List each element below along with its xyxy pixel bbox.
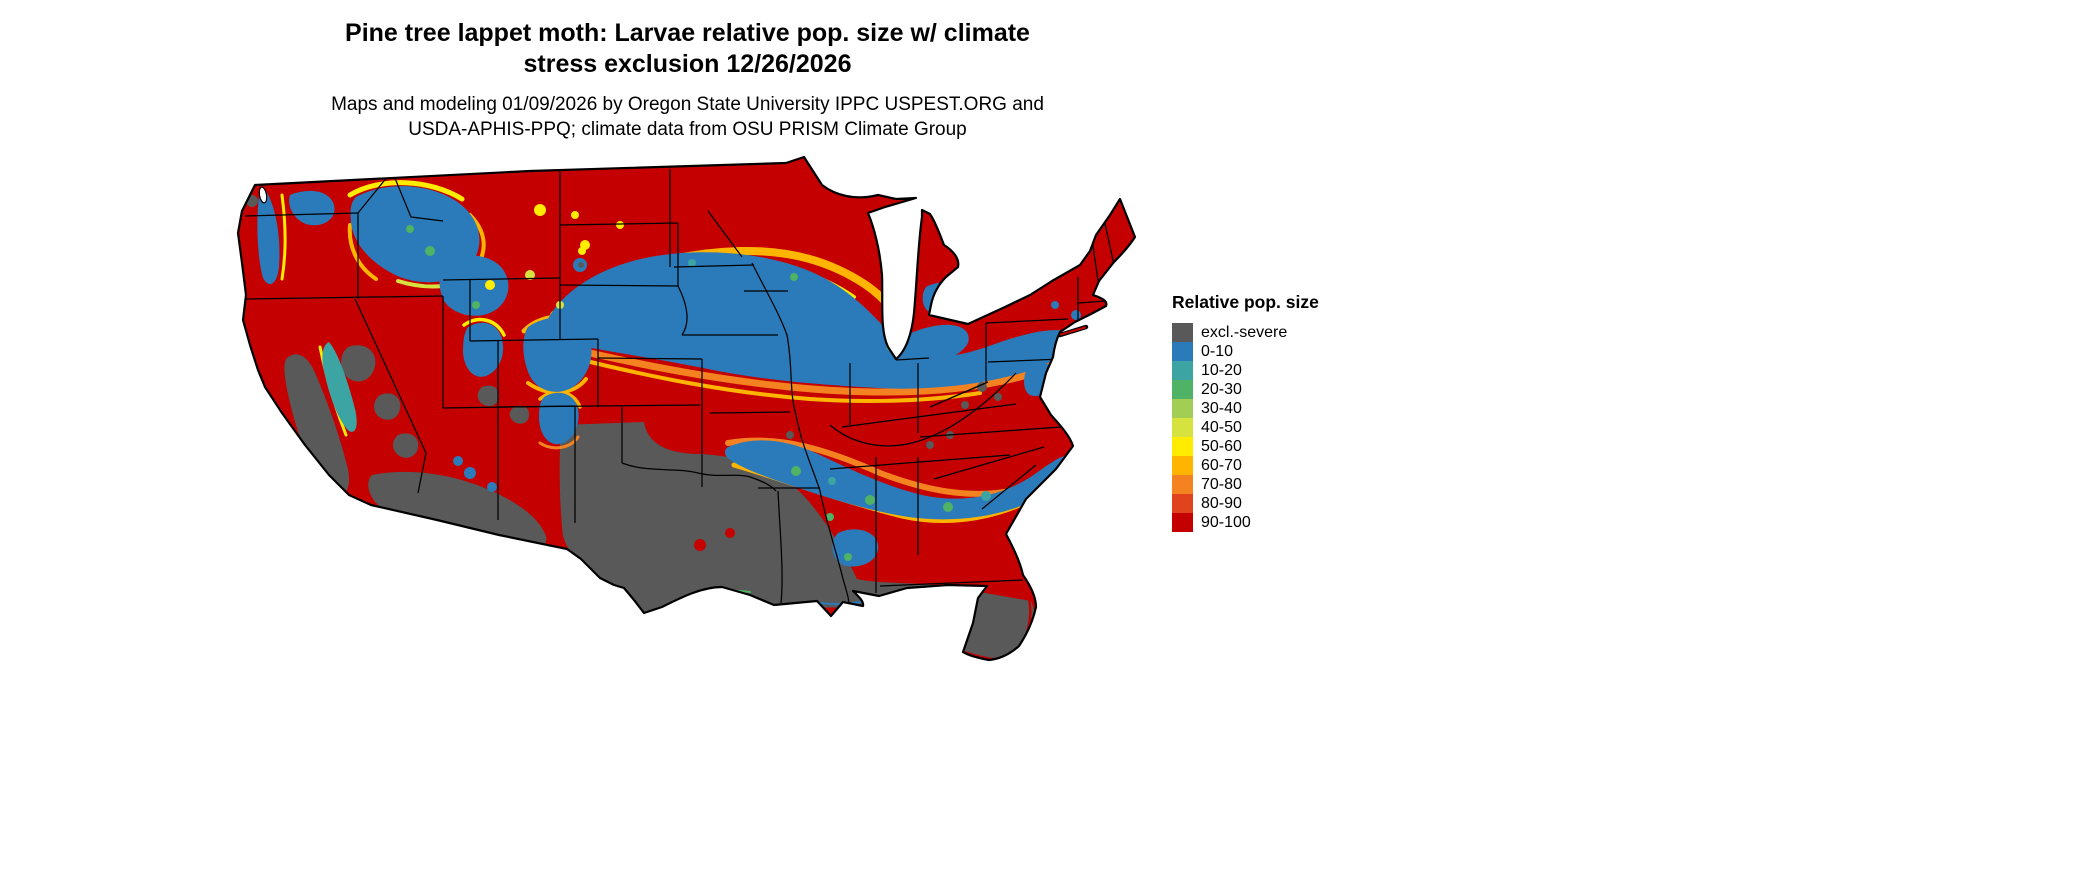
legend-item: 40-50 [1172, 418, 1319, 437]
legend-label: 10-20 [1201, 362, 1242, 379]
us-outline [236, 155, 1137, 662]
legend-label: 70-80 [1201, 476, 1242, 493]
subtitle-line-2: USDA-APHIS-PPQ; climate data from OSU PR… [408, 119, 967, 140]
page-title: Pine tree lappet moth: Larvae relative p… [250, 18, 1125, 80]
title-line-2: stress exclusion 12/26/2026 [523, 50, 852, 78]
legend-swatch [1172, 342, 1193, 361]
raster-regions [238, 157, 1135, 660]
legend-item: 0-10 [1172, 342, 1319, 361]
legend-item: 50-60 [1172, 437, 1319, 456]
legend-item: 10-20 [1172, 361, 1319, 380]
legend-swatch [1172, 494, 1193, 513]
raster-mid-flecks [322, 204, 991, 561]
legend-label: 0-10 [1201, 343, 1234, 360]
legend-label: 80-90 [1201, 495, 1242, 512]
legend-item: 70-80 [1172, 475, 1319, 494]
us-map [230, 155, 1140, 665]
legend-swatch [1172, 361, 1193, 380]
header: Pine tree lappet moth: Larvae relative p… [250, 18, 1125, 142]
legend-swatch [1172, 475, 1193, 494]
us-map-svg [236, 155, 1137, 662]
legend-swatch [1172, 323, 1193, 342]
long-island [1057, 324, 1089, 338]
state-borders [244, 169, 1115, 612]
legend-swatch [1172, 437, 1193, 456]
legend-swatch [1172, 418, 1193, 437]
legend-swatch [1172, 513, 1193, 532]
legend-label: 50-60 [1201, 438, 1242, 455]
legend-swatch [1172, 380, 1193, 399]
legend-item: 80-90 [1172, 494, 1319, 513]
legend-item: excl.-severe [1172, 323, 1319, 342]
legend: Relative pop. size excl.-severe 0-10 10-20… [1172, 292, 1319, 532]
puget-sound [258, 186, 268, 204]
legend-item: 30-40 [1172, 399, 1319, 418]
legend-swatch [1172, 456, 1193, 475]
legend-items: excl.-severe 0-10 10-20 20-30 30-40 40-50 50-6… [1172, 323, 1319, 532]
legend-item: 60-70 [1172, 456, 1319, 475]
page-subtitle: Maps and modeling 01/09/2026 by Oregon S… [250, 92, 1125, 142]
legend-label: 40-50 [1201, 419, 1242, 436]
legend-label: 20-30 [1201, 381, 1242, 398]
legend-label: excl.-severe [1201, 324, 1288, 341]
legend-swatch [1172, 399, 1193, 418]
legend-label: 90-100 [1201, 514, 1251, 531]
title-line-1: Pine tree lappet moth: Larvae relative p… [345, 19, 1030, 47]
subtitle-line-1: Maps and modeling 01/09/2026 by Oregon S… [331, 94, 1044, 115]
legend-label: 60-70 [1201, 457, 1242, 474]
legend-item: 20-30 [1172, 380, 1319, 399]
legend-label: 30-40 [1201, 400, 1242, 417]
legend-item: 90-100 [1172, 513, 1319, 532]
legend-title: Relative pop. size [1172, 292, 1319, 312]
